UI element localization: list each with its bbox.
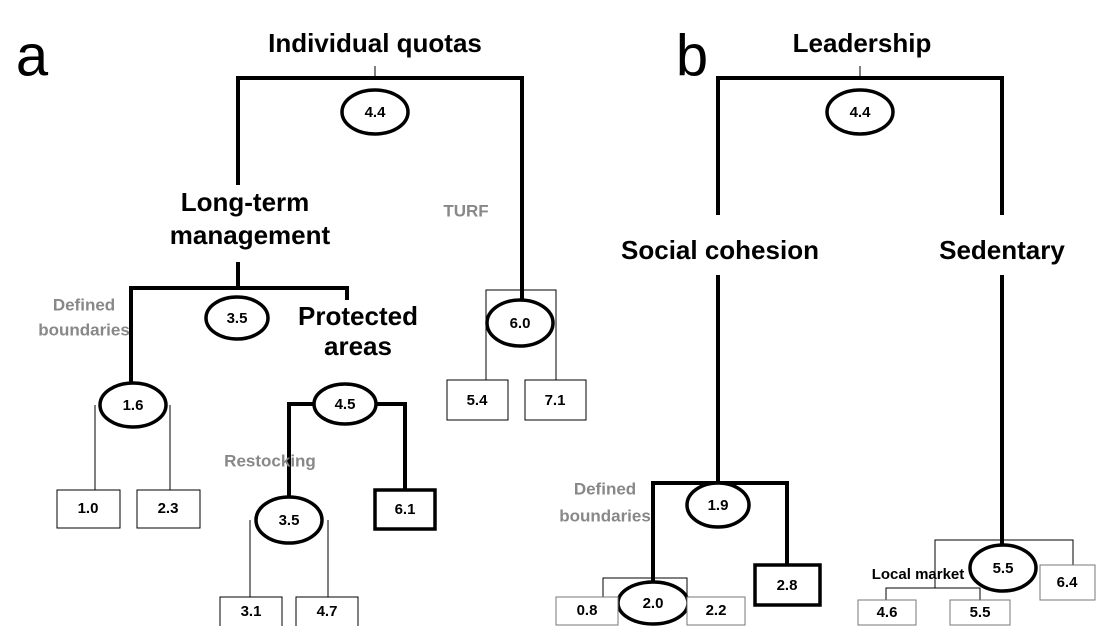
leaf-value: 5.5 <box>970 604 991 621</box>
leaf-value: 2.2 <box>706 602 727 619</box>
panel-a-leaves: 1.0 2.3 6.1 3.1 4.7 5.4 7.1 <box>56 379 587 626</box>
branch-label: Protected <box>298 301 418 331</box>
panel-a-nodes: 4.4 3.5 1.6 4.5 3.5 6.0 <box>98 88 555 545</box>
node-value: 3.5 <box>279 512 300 529</box>
branch-label: Long-term <box>181 187 310 217</box>
leaf-value: 6.1 <box>395 501 416 518</box>
leaf-value: 7.1 <box>545 392 566 409</box>
node-value: 5.5 <box>993 560 1014 577</box>
branch-label: Defined <box>574 479 636 498</box>
leaf-value: 3.1 <box>241 603 262 620</box>
panel-b-nodes: 4.4 1.9 2.0 5.5 <box>616 88 1038 626</box>
node-value: 2.0 <box>643 595 664 612</box>
leaf-value: 4.7 <box>317 603 338 620</box>
leaf-value: 0.8 <box>577 602 598 619</box>
panel-b-leaves: 0.8 2.2 2.8 4.6 5.5 6.4 <box>555 563 1096 626</box>
node-value: 4.4 <box>850 104 872 121</box>
leaf-value: 2.3 <box>158 500 179 517</box>
branch-label: Sedentary <box>939 235 1065 265</box>
leaf-value: 1.0 <box>78 500 99 517</box>
branch-label: Social cohesion <box>621 235 819 265</box>
root-label: Individual quotas <box>268 28 482 58</box>
branch-label: management <box>170 220 331 250</box>
branch-label: boundaries <box>559 506 651 525</box>
node-value: 1.9 <box>708 497 729 514</box>
branch-label: Local market <box>872 566 965 583</box>
node-value: 3.5 <box>227 310 248 327</box>
branch-label: boundaries <box>38 320 130 339</box>
leaf-value: 2.8 <box>777 577 798 594</box>
leaf-value: 6.4 <box>1057 574 1079 591</box>
branch-label: Restocking <box>224 451 316 470</box>
node-value: 4.4 <box>365 104 387 121</box>
node-value: 1.6 <box>123 397 144 414</box>
branch-label: areas <box>324 331 392 361</box>
leaf-value: 5.4 <box>467 392 489 409</box>
branch-label: Defined <box>53 295 115 314</box>
node-value: 4.5 <box>335 396 356 413</box>
leaf-value: 4.6 <box>877 604 898 621</box>
panel-letter: a <box>16 23 49 88</box>
node-value: 6.0 <box>510 315 531 332</box>
branch-label: TURF <box>443 201 488 220</box>
root-label: Leadership <box>793 28 932 58</box>
panel-b-branches <box>602 66 1074 600</box>
panel-letter: b <box>676 23 708 88</box>
